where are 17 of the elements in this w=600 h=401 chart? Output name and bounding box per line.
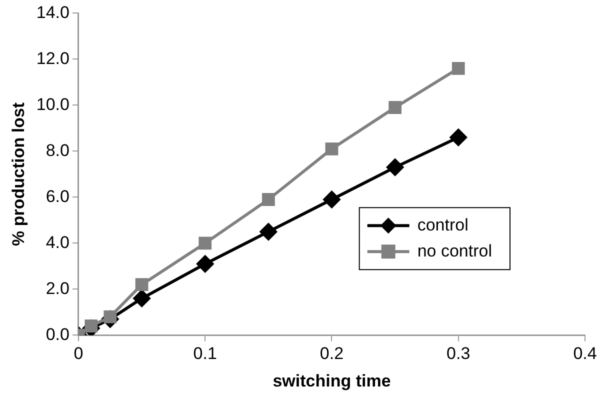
y-tick-label: 8.0 xyxy=(46,140,70,160)
legend-label: control xyxy=(417,215,468,234)
x-tick-label: 0.2 xyxy=(320,344,344,364)
y-tick-label: 14.0 xyxy=(36,2,70,22)
x-tick-label: 0.1 xyxy=(193,344,217,364)
y-axis-title: % production lost xyxy=(8,102,28,246)
y-tick-label: 12.0 xyxy=(36,48,70,68)
legend-label: no control xyxy=(417,241,492,260)
y-tick-label: 6.0 xyxy=(46,186,70,206)
y-tick-label: 0.0 xyxy=(46,324,70,344)
x-tick-label: 0 xyxy=(74,344,84,364)
y-tick-label: 2.0 xyxy=(46,278,70,298)
y-tick-label: 4.0 xyxy=(46,232,70,252)
x-tick-label: 0.3 xyxy=(446,344,470,364)
y-tick-label: 10.0 xyxy=(36,94,70,114)
x-axis-title: switching time xyxy=(272,371,391,390)
x-tick-label: 0.4 xyxy=(573,344,597,364)
